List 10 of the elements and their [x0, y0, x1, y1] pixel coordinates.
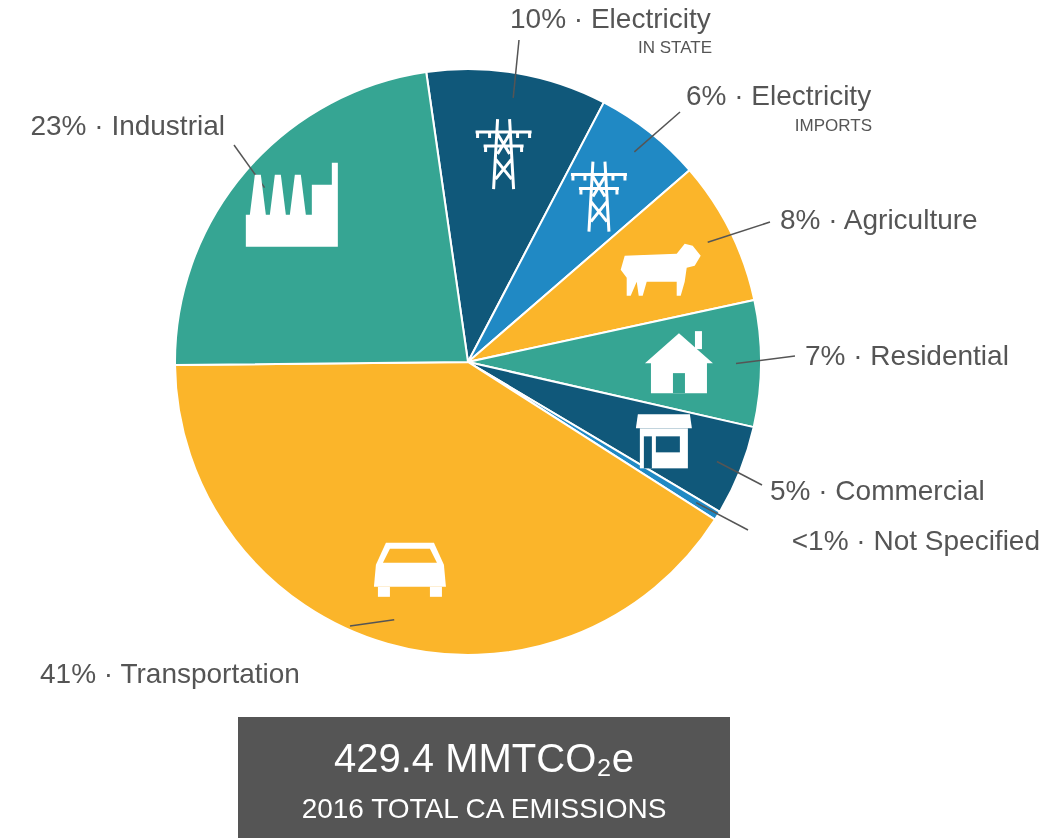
text: 2016 TOTAL CA EMISSIONS — [301, 793, 667, 824]
slice-label: <1% · Not Specified — [791, 525, 1040, 556]
slice-label: 23% · Industrial — [30, 110, 225, 141]
text: 429.4 MMTCO₂e — [333, 736, 635, 780]
slice-label: 5% · Commercial — [770, 475, 985, 506]
slice-label: 8% · Agriculture — [780, 204, 978, 235]
slice-label: 10% · Electricity IN STATE — [510, 3, 712, 57]
slice-label: 6% · Electricity IMPORTS — [686, 80, 872, 135]
slice-label: 41% · Transportation — [40, 658, 300, 689]
slice-label: 7% · Residential — [805, 340, 1009, 371]
